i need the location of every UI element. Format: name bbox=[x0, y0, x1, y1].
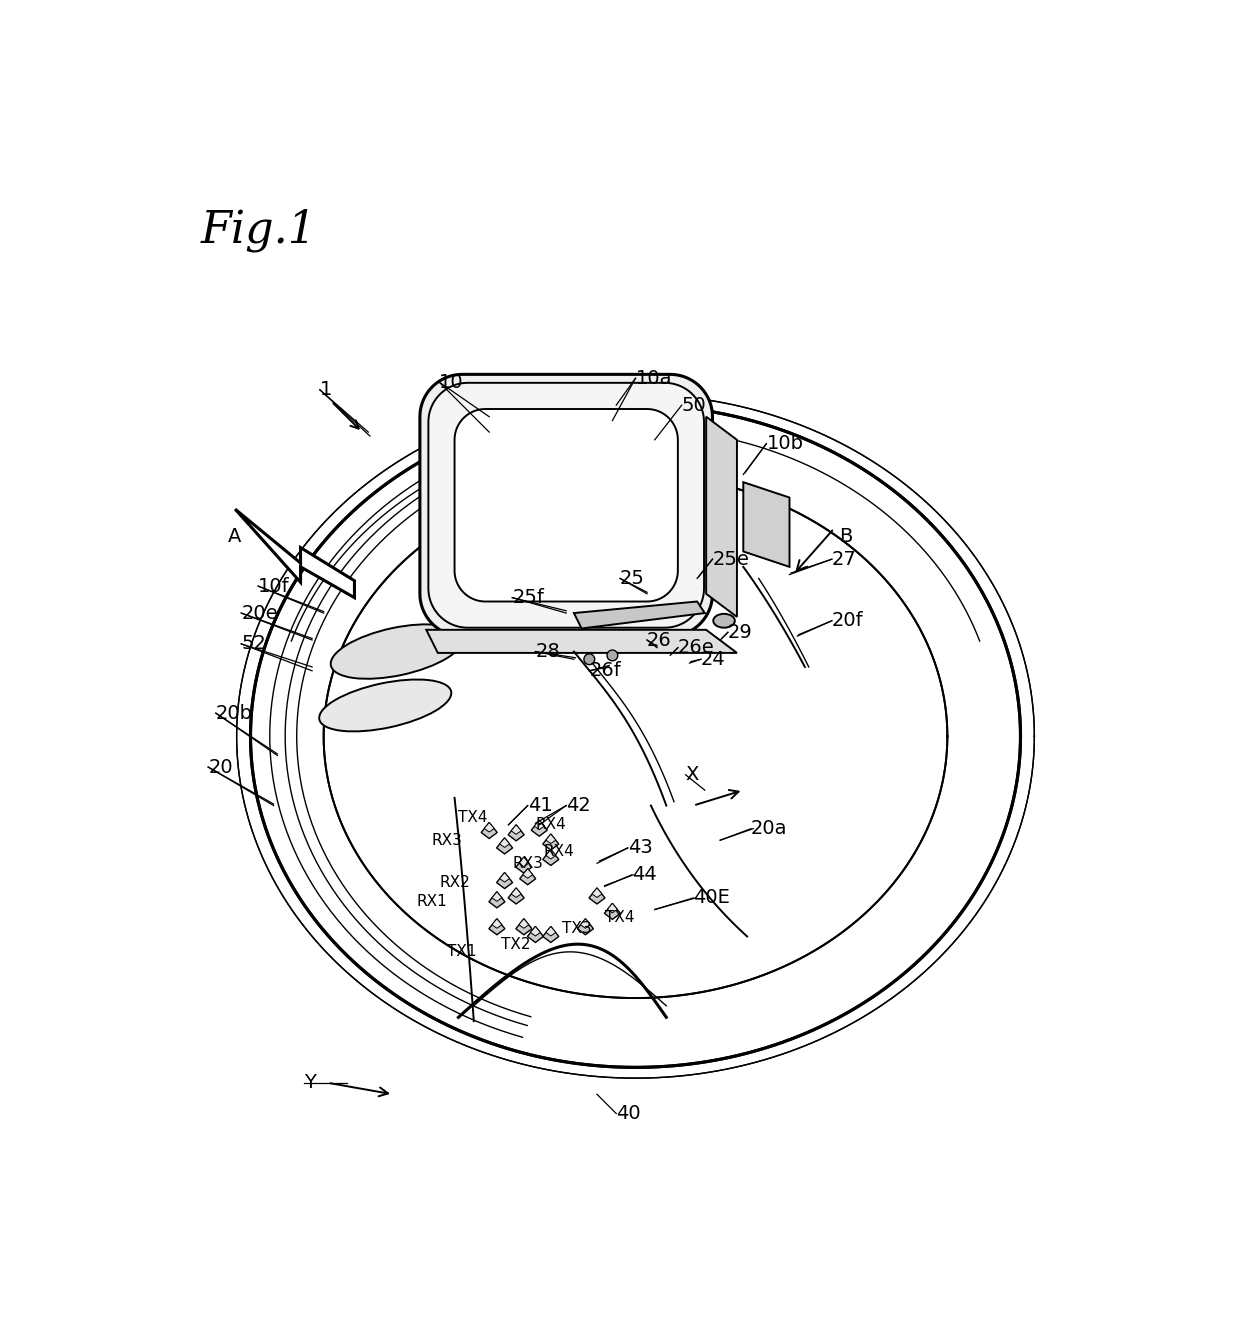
Text: RX3: RX3 bbox=[512, 856, 543, 871]
Polygon shape bbox=[508, 888, 525, 904]
Text: 43: 43 bbox=[627, 839, 652, 857]
Polygon shape bbox=[520, 869, 536, 885]
Polygon shape bbox=[543, 926, 559, 942]
Polygon shape bbox=[604, 904, 620, 919]
Polygon shape bbox=[743, 482, 790, 566]
Text: 1: 1 bbox=[320, 380, 332, 400]
Circle shape bbox=[608, 650, 618, 660]
Polygon shape bbox=[250, 405, 1021, 1068]
Text: 10f: 10f bbox=[258, 577, 290, 595]
Text: B: B bbox=[839, 527, 853, 545]
Polygon shape bbox=[420, 374, 713, 636]
Text: 20a: 20a bbox=[751, 819, 787, 839]
Polygon shape bbox=[589, 888, 605, 904]
Text: Y: Y bbox=[304, 1073, 316, 1093]
Text: 27: 27 bbox=[832, 549, 857, 569]
Ellipse shape bbox=[713, 614, 735, 627]
Text: Fig.1: Fig.1 bbox=[201, 209, 316, 253]
Polygon shape bbox=[496, 873, 512, 889]
Polygon shape bbox=[496, 837, 512, 853]
Text: 10b: 10b bbox=[766, 434, 804, 454]
Text: 20b: 20b bbox=[216, 704, 253, 722]
Polygon shape bbox=[531, 820, 547, 836]
Polygon shape bbox=[489, 918, 505, 935]
Polygon shape bbox=[492, 918, 502, 929]
Text: RX2: RX2 bbox=[439, 875, 470, 890]
Text: A: A bbox=[227, 527, 241, 545]
Text: 25f: 25f bbox=[512, 589, 544, 607]
Circle shape bbox=[584, 654, 595, 664]
Polygon shape bbox=[523, 869, 533, 878]
Polygon shape bbox=[511, 824, 521, 835]
Text: TX3: TX3 bbox=[563, 921, 591, 937]
Text: RX3: RX3 bbox=[432, 832, 463, 848]
Ellipse shape bbox=[331, 624, 463, 679]
Polygon shape bbox=[580, 918, 590, 929]
Text: 26f: 26f bbox=[589, 662, 621, 680]
Text: 25e: 25e bbox=[713, 549, 749, 569]
Polygon shape bbox=[455, 409, 678, 602]
Polygon shape bbox=[481, 823, 497, 839]
Polygon shape bbox=[574, 602, 704, 628]
Polygon shape bbox=[578, 918, 594, 935]
Polygon shape bbox=[546, 926, 556, 935]
Polygon shape bbox=[531, 926, 541, 935]
Text: RX4: RX4 bbox=[536, 818, 567, 832]
Text: 24: 24 bbox=[701, 650, 725, 668]
Text: 52: 52 bbox=[242, 634, 267, 654]
Text: 26: 26 bbox=[647, 631, 672, 650]
Text: X: X bbox=[686, 765, 699, 785]
Polygon shape bbox=[518, 918, 528, 929]
Polygon shape bbox=[546, 849, 556, 859]
Polygon shape bbox=[236, 509, 355, 598]
Text: 20: 20 bbox=[208, 758, 233, 777]
Polygon shape bbox=[534, 820, 544, 830]
Text: 29: 29 bbox=[728, 623, 753, 642]
Polygon shape bbox=[508, 824, 525, 841]
Text: 10a: 10a bbox=[635, 369, 672, 388]
Text: 28: 28 bbox=[536, 642, 560, 662]
Polygon shape bbox=[500, 873, 510, 882]
Text: 40: 40 bbox=[616, 1105, 641, 1123]
Text: 20e: 20e bbox=[242, 603, 278, 623]
Text: TX4: TX4 bbox=[459, 810, 487, 824]
Polygon shape bbox=[608, 904, 618, 913]
Polygon shape bbox=[518, 857, 528, 867]
Text: 26e: 26e bbox=[678, 638, 714, 658]
Polygon shape bbox=[427, 630, 737, 654]
Text: TX4: TX4 bbox=[605, 910, 634, 925]
Polygon shape bbox=[428, 382, 704, 627]
Polygon shape bbox=[500, 837, 510, 848]
Text: TX2: TX2 bbox=[501, 937, 531, 951]
Text: RX4: RX4 bbox=[543, 844, 574, 859]
Polygon shape bbox=[511, 888, 521, 897]
Polygon shape bbox=[543, 833, 559, 851]
Text: 44: 44 bbox=[631, 865, 656, 884]
Polygon shape bbox=[543, 849, 559, 865]
Text: 25: 25 bbox=[620, 569, 645, 587]
Polygon shape bbox=[489, 892, 505, 908]
Polygon shape bbox=[516, 857, 532, 873]
Polygon shape bbox=[516, 918, 532, 935]
Ellipse shape bbox=[319, 680, 451, 732]
Text: 42: 42 bbox=[567, 796, 591, 815]
Polygon shape bbox=[591, 888, 601, 897]
Polygon shape bbox=[492, 892, 502, 901]
Polygon shape bbox=[527, 926, 543, 942]
Polygon shape bbox=[484, 823, 495, 832]
Text: TX1: TX1 bbox=[446, 945, 476, 959]
Text: 20f: 20f bbox=[832, 611, 863, 630]
Text: 50: 50 bbox=[682, 396, 707, 414]
Text: RX1: RX1 bbox=[417, 894, 446, 909]
Text: 41: 41 bbox=[528, 796, 553, 815]
Polygon shape bbox=[706, 417, 737, 617]
Polygon shape bbox=[546, 833, 556, 844]
Text: 10: 10 bbox=[439, 373, 464, 392]
Text: 40E: 40E bbox=[693, 889, 730, 908]
